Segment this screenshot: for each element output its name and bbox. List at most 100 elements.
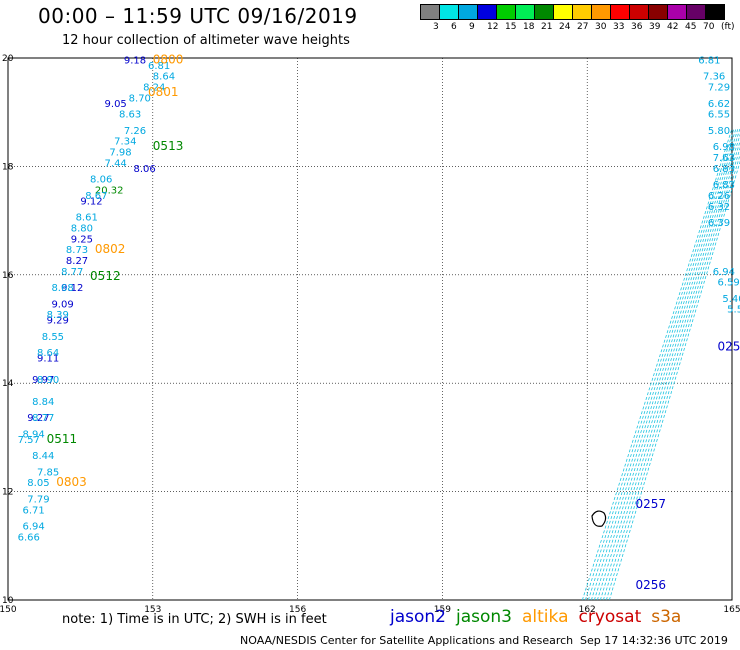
wave-height-label: 7.44 <box>105 158 127 169</box>
wave-height-label: 7.85 <box>37 467 59 478</box>
wave-height-label: 7.63 <box>713 153 735 164</box>
wave-height-label: 6.59 <box>718 278 740 289</box>
legend-label: 18 <box>523 22 535 32</box>
wave-height-label: 7.79 <box>27 494 49 505</box>
footnote: note: 1) Time is in UTC; 2) SWH is in fe… <box>62 612 327 627</box>
satellite-altika: altika <box>522 607 569 627</box>
time-label: 0803 <box>56 475 87 489</box>
wave-height-label: 8.77 <box>32 413 54 424</box>
y-tick-label: 10 <box>2 596 14 606</box>
legend-label: 27 <box>577 22 589 32</box>
wave-height-label: 8.05 <box>27 478 49 489</box>
wave-height-label: 8.39 <box>47 310 69 321</box>
time-label: 0256 <box>635 578 666 592</box>
y-tick-label: 18 <box>2 162 14 172</box>
swath-track <box>599 140 740 601</box>
wave-height-label: 8.70 <box>129 93 151 104</box>
wave-height-label: 8.94 <box>22 429 44 440</box>
x-tick-label: 150 <box>0 605 17 615</box>
color-legend: 3 6 9 12 15 18 21 24 27 30 33 36 39 42 45 70 (ft) <box>420 4 740 34</box>
swath-track <box>581 128 733 601</box>
time-label: 0801 <box>148 85 179 99</box>
wave-height-label: 8.68 <box>51 283 73 294</box>
wave-height-label: 8.06 <box>133 164 155 175</box>
time-label: 0802 <box>95 242 126 256</box>
swath-track <box>590 128 739 601</box>
legend-label: 3 <box>433 22 439 32</box>
wave-height-label: 9.27 <box>27 413 49 424</box>
legend-label: 36 <box>631 22 643 32</box>
wave-height-label: 6.98 <box>713 142 735 153</box>
wave-height-label: 5.80 <box>708 126 730 137</box>
swath-track <box>587 128 737 601</box>
legend-label: (ft) <box>721 22 735 32</box>
wave-height-label: 6.66 <box>18 532 40 543</box>
legend-label: 6 <box>451 22 457 32</box>
x-tick-label: 162 <box>579 605 596 615</box>
wave-height-label: 8.44 <box>32 451 54 462</box>
y-tick-label: 14 <box>2 379 14 389</box>
legend-label: 24 <box>559 22 571 32</box>
time-label: 0512 <box>90 269 121 283</box>
legend-swatch <box>705 4 725 20</box>
wave-height-label: 8.61 <box>76 213 98 224</box>
wave-height-label: 5.55 <box>727 305 740 316</box>
wave-height-label: 6.81 <box>148 61 170 72</box>
wave-height-label: 7.29 <box>708 83 730 94</box>
legend-label: 15 <box>505 22 517 32</box>
legend-label: 12 <box>487 22 499 32</box>
wave-height-label: 8.67 <box>85 191 107 202</box>
timestamp: Sep 17 14:32:36 UTC 2019 <box>580 634 728 647</box>
legend-label: 9 <box>469 22 475 32</box>
wave-height-label: 8.73 <box>66 245 88 256</box>
wave-height-label: 7.36 <box>703 72 725 83</box>
wave-height-label: 8.64 <box>37 348 59 359</box>
wave-height-label: 8.63 <box>119 110 141 121</box>
wave-height-label: 9.12 <box>61 283 83 294</box>
legend-label: 33 <box>613 22 625 32</box>
swath-track <box>608 160 740 601</box>
swath-track <box>593 128 740 601</box>
wave-height-label: 9.18 <box>124 55 146 66</box>
wave-height-label: 6.94 <box>713 267 735 278</box>
wave-height-label: 6.62 <box>708 99 730 110</box>
map-title: 00:00 – 11:59 UTC 09/16/2019 <box>38 4 358 28</box>
satellite-s3a: s3a <box>651 607 682 627</box>
wave-height-label: 6.55 <box>708 110 730 121</box>
wave-height-label: 6.39 <box>708 218 730 229</box>
time-label: 0511 <box>47 432 78 446</box>
wave-height-label: 7.57 <box>18 435 40 446</box>
legend-swatches <box>420 4 740 20</box>
island-outline <box>591 510 607 527</box>
satellite-key: jason2 jason3 altika cryosat s3a <box>390 607 691 627</box>
wave-height-label: 8.84 <box>32 397 54 408</box>
wave-height-label: 8.77 <box>61 267 83 278</box>
wave-height-label: 7.26 <box>124 126 146 137</box>
wave-height-label: 5.40 <box>722 294 740 305</box>
swath-track <box>605 153 740 601</box>
satellite-jason3: jason3 <box>456 607 512 627</box>
y-tick-label: 12 <box>2 488 13 498</box>
wave-height-label: 9.25 <box>71 234 93 245</box>
wave-height-label: 8.90 <box>37 375 59 386</box>
legend-label: 30 <box>595 22 607 32</box>
x-tick-label: 153 <box>144 605 161 615</box>
map-subtitle: 12 hour collection of altimeter wave hei… <box>62 33 350 48</box>
x-tick-label: 165 <box>723 605 740 615</box>
wave-height-label: 9.29 <box>47 316 69 327</box>
wave-height-label: 8.55 <box>42 332 64 343</box>
x-tick-label: 159 <box>434 605 451 615</box>
legend-labels: 3 6 9 12 15 18 21 24 27 30 33 36 39 42 45 70 (ft) <box>420 20 740 34</box>
wave-height-label: 8.24 <box>143 83 165 94</box>
y-tick-label: 20 <box>2 54 14 64</box>
wave-height-label: 8.80 <box>71 223 93 234</box>
swath-track <box>596 133 740 601</box>
wave-height-label: 6.81 <box>698 55 720 66</box>
wave-height-label: 9.05 <box>105 99 127 110</box>
wave-height-label: 9.12 <box>80 196 102 207</box>
time-label: 0257 <box>635 497 666 511</box>
wave-height-label: 7.98 <box>109 148 131 159</box>
legend-label: 70 <box>703 22 715 32</box>
legend-label: 39 <box>649 22 661 32</box>
